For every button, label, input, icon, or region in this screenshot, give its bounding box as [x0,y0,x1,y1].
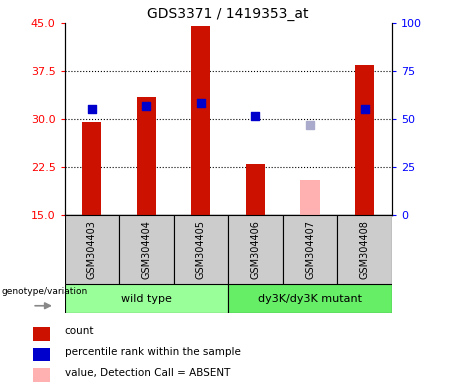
Bar [355,65,374,215]
Title: GDS3371 / 1419353_at: GDS3371 / 1419353_at [148,7,309,21]
Point [88,106,95,113]
Point [252,113,259,119]
Bar [82,122,101,215]
Bar [65,215,119,284]
Text: GSM304407: GSM304407 [305,220,315,279]
Bar [337,215,392,284]
Text: percentile rank within the sample: percentile rank within the sample [65,347,241,357]
Bar [174,215,228,284]
Point [142,103,150,109]
Text: GSM304403: GSM304403 [87,220,97,279]
Text: genotype/variation: genotype/variation [1,287,88,296]
Bar [119,215,174,284]
Bar [33,348,50,361]
Text: GSM304406: GSM304406 [250,220,260,279]
Bar [228,215,283,284]
Bar [65,284,228,313]
Bar [283,215,337,284]
Text: wild type: wild type [121,293,172,304]
Point [306,122,313,129]
Bar [246,164,265,215]
Point [197,100,205,106]
Text: dy3K/dy3K mutant: dy3K/dy3K mutant [258,293,362,304]
Bar [228,284,392,313]
Bar [33,327,50,341]
Point [361,106,368,113]
Text: GSM304405: GSM304405 [196,220,206,279]
Bar [33,368,50,382]
Bar [301,180,319,215]
Bar [191,26,211,215]
Text: value, Detection Call = ABSENT: value, Detection Call = ABSENT [65,368,230,378]
Text: GSM304404: GSM304404 [142,220,151,279]
Bar [137,97,156,215]
Text: GSM304408: GSM304408 [360,220,370,279]
Text: count: count [65,326,94,336]
